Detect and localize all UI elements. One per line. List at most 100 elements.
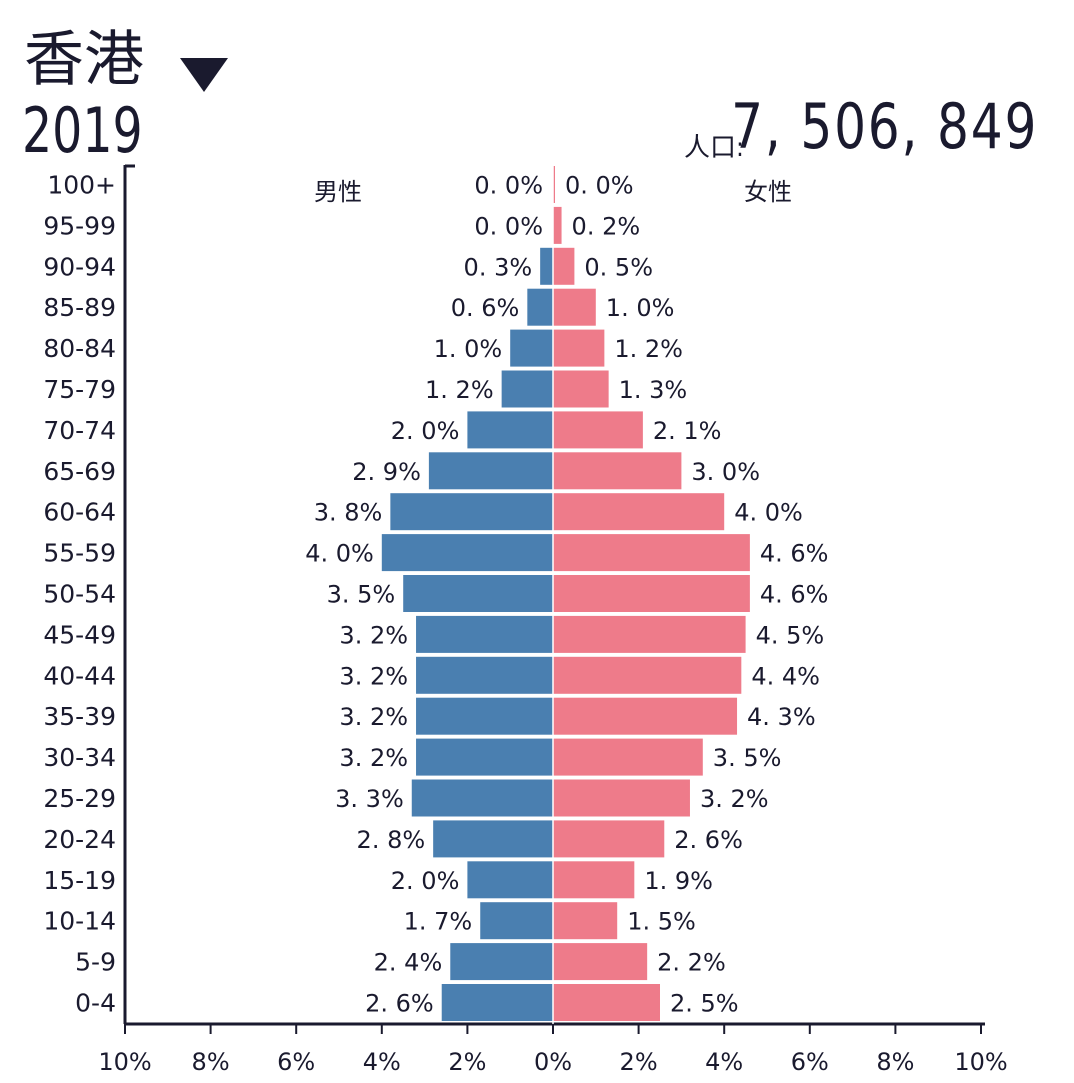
female-bar (553, 656, 742, 694)
age-group-label: 75-79 (43, 375, 116, 404)
female-value-label: 3. 2% (700, 785, 769, 813)
age-group-label: 15-19 (43, 866, 116, 895)
male-bar (403, 575, 553, 612)
male-bar (416, 656, 553, 694)
female-bar (553, 902, 618, 940)
male-value-label: 3. 5% (327, 581, 396, 609)
age-group-label: 65-69 (43, 457, 116, 486)
female-bar (553, 738, 703, 776)
female-value-label: 4. 5% (756, 621, 825, 649)
male-bar (450, 943, 553, 981)
male-bar (416, 738, 553, 776)
age-group-label: 20-24 (43, 825, 116, 854)
population-value: 7, 506, 849 (730, 90, 1038, 163)
female-bar (553, 697, 738, 735)
female-bar (553, 615, 746, 653)
age-group-label: 10-14 (43, 907, 116, 936)
male-value-label: 0. 3% (464, 253, 533, 281)
female-bar (553, 943, 648, 981)
male-value-label: 3. 3% (335, 785, 404, 813)
male-bar (540, 247, 553, 285)
male-bar (527, 288, 553, 326)
x-tick-label: 0% (534, 1048, 572, 1076)
male-value-label: 3. 2% (339, 662, 408, 690)
male-bar (501, 370, 553, 408)
country-dropdown-icon[interactable] (180, 58, 228, 92)
male-value-label: 1. 2% (425, 376, 494, 404)
female-bar (553, 779, 690, 817)
female-bar (553, 452, 682, 490)
male-value-label: 2. 4% (374, 949, 443, 977)
x-tick-label: 4% (363, 1048, 401, 1076)
male-bar (441, 984, 553, 1021)
male-bar (416, 697, 553, 735)
age-group-label: 30-34 (43, 743, 116, 772)
x-tick-label: 6% (277, 1048, 315, 1076)
female-value-label: 0. 0% (565, 172, 634, 200)
female-value-label: 1. 0% (606, 294, 675, 322)
female-value-label: 0. 5% (584, 253, 653, 281)
female-bar (553, 166, 555, 203)
male-bar (480, 902, 553, 940)
female-bar (553, 288, 596, 326)
male-value-label: 0. 0% (474, 172, 543, 200)
female-value-label: 4. 3% (747, 703, 816, 731)
year-label: 2019 (22, 94, 143, 167)
male-bar (433, 820, 553, 858)
x-tick-label: 2% (620, 1048, 658, 1076)
male-bar (381, 534, 553, 572)
country-title: 香港 (24, 25, 144, 95)
female-bar (553, 820, 665, 858)
female-value-label: 1. 9% (644, 867, 713, 895)
female-value-label: 1. 3% (619, 376, 688, 404)
age-group-label: 5-9 (75, 948, 116, 977)
male-value-label: 3. 8% (314, 499, 383, 527)
male-bar (428, 452, 553, 490)
male-value-label: 2. 6% (365, 990, 434, 1018)
female-bar (553, 370, 609, 408)
male-value-label: 2. 9% (352, 458, 421, 486)
male-value-label: 1. 7% (404, 908, 473, 936)
x-tick-label: 6% (791, 1048, 829, 1076)
female-value-label: 2. 5% (670, 990, 739, 1018)
female-value-label: 3. 0% (691, 458, 760, 486)
age-group-label: 35-39 (43, 702, 116, 731)
x-tick-label: 8% (192, 1048, 230, 1076)
female-value-label: 4. 4% (751, 662, 820, 690)
male-value-label: 2. 8% (357, 826, 426, 854)
age-group-label: 80-84 (43, 334, 116, 363)
x-tick-label: 2% (448, 1048, 486, 1076)
female-bar (553, 206, 562, 244)
male-label: 男性 (314, 178, 362, 206)
female-bar (553, 534, 750, 572)
female-value-label: 4. 6% (760, 581, 829, 609)
male-bar (390, 493, 553, 531)
female-value-label: 2. 2% (657, 949, 726, 977)
male-bar (416, 615, 553, 653)
female-value-label: 2. 1% (653, 417, 722, 445)
female-value-label: 1. 5% (627, 908, 696, 936)
age-group-label: 55-59 (43, 539, 116, 568)
male-bar (411, 779, 553, 817)
age-group-label: 90-94 (43, 252, 116, 281)
female-bar (553, 247, 575, 285)
female-bar (553, 329, 605, 367)
male-bar (510, 329, 553, 367)
male-bar (467, 411, 553, 449)
female-value-label: 4. 0% (734, 499, 803, 527)
male-value-label: 2. 0% (391, 417, 460, 445)
age-group-label: 100+ (47, 171, 116, 200)
female-bar (553, 984, 660, 1021)
age-group-label: 40-44 (43, 661, 116, 690)
male-value-label: 4. 0% (305, 540, 374, 568)
female-value-label: 1. 2% (614, 335, 683, 363)
male-value-label: 1. 0% (434, 335, 503, 363)
male-value-label: 3. 2% (339, 703, 408, 731)
female-value-label: 4. 6% (760, 540, 829, 568)
female-bar (553, 575, 750, 612)
female-bar (553, 861, 635, 899)
age-group-label: 0-4 (75, 989, 116, 1018)
x-tick-label: 10% (98, 1048, 151, 1076)
female-value-label: 0. 2% (572, 212, 641, 240)
